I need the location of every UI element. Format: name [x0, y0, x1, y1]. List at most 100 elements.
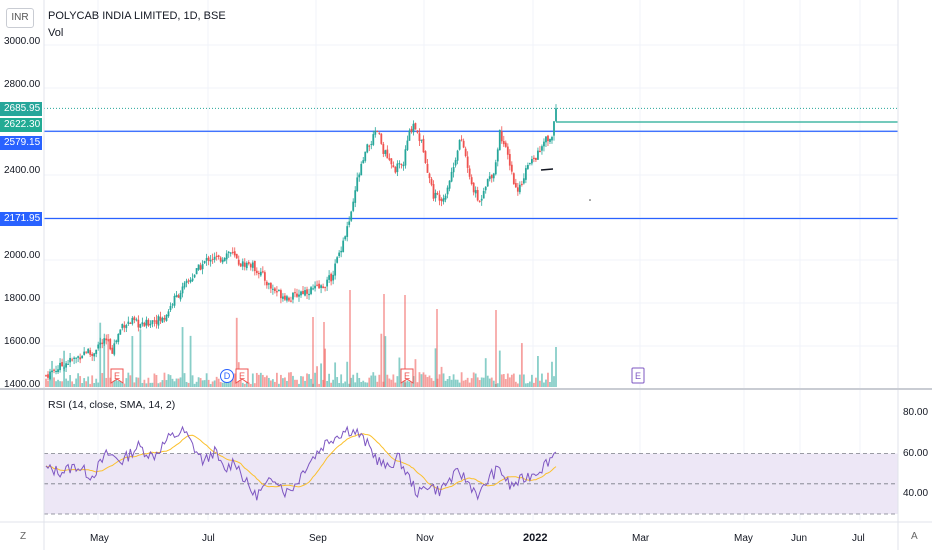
candle-body[interactable] — [163, 317, 166, 320]
candle-body[interactable] — [103, 338, 106, 344]
candle-body[interactable] — [468, 168, 471, 177]
candle-body[interactable] — [55, 370, 57, 372]
candle-body[interactable] — [241, 261, 244, 267]
candle-body[interactable] — [225, 253, 228, 260]
candle-body[interactable] — [478, 200, 481, 202]
candle-body[interactable] — [123, 325, 126, 328]
candle-body[interactable] — [288, 297, 290, 301]
candle-body[interactable] — [486, 179, 489, 187]
candle-body[interactable] — [352, 201, 355, 211]
currency-button[interactable]: INR — [6, 8, 34, 28]
candle-body[interactable] — [492, 173, 495, 179]
candle-body[interactable] — [205, 258, 208, 261]
candle-body[interactable] — [83, 351, 86, 355]
candle-body[interactable] — [159, 316, 162, 321]
candle-body[interactable] — [326, 279, 329, 287]
candle-body[interactable] — [47, 374, 49, 378]
candle-body[interactable] — [143, 323, 146, 327]
candle-body[interactable] — [284, 295, 286, 300]
candle-body[interactable] — [320, 285, 322, 288]
candle-body[interactable] — [151, 320, 154, 324]
candle-body[interactable] — [71, 359, 74, 361]
volume-legend[interactable]: Vol — [48, 27, 64, 39]
candle-body[interactable] — [273, 288, 276, 292]
candle-body[interactable] — [498, 129, 501, 151]
candle-body[interactable] — [412, 123, 415, 133]
candle-body[interactable] — [528, 162, 531, 164]
candle-body[interactable] — [177, 295, 180, 298]
candle-body[interactable] — [167, 311, 170, 317]
candle-body[interactable] — [95, 349, 98, 354]
candle-body[interactable] — [111, 347, 114, 354]
candle-body[interactable] — [113, 343, 116, 355]
candle-body[interactable] — [344, 236, 347, 240]
candle-body[interactable] — [251, 262, 254, 268]
candle-body[interactable] — [229, 252, 232, 254]
candle-body[interactable] — [93, 353, 96, 357]
candle-body[interactable] — [261, 271, 264, 273]
candle-body[interactable] — [45, 375, 47, 377]
candle-body[interactable] — [233, 251, 236, 256]
candle-body[interactable] — [422, 138, 425, 153]
candle-body[interactable] — [294, 292, 296, 294]
symbol-title[interactable]: POLYCAB INDIA LIMITED, 1D, BSE — [48, 10, 226, 22]
candle-body[interactable] — [488, 176, 491, 180]
candle-body[interactable] — [322, 286, 324, 289]
candle-body[interactable] — [115, 340, 118, 343]
candle-body[interactable] — [133, 317, 136, 321]
candle-body[interactable] — [129, 322, 132, 324]
candle-body[interactable] — [193, 274, 196, 278]
candle-body[interactable] — [223, 257, 226, 262]
candle-body[interactable] — [276, 291, 278, 293]
candle-body[interactable] — [255, 270, 258, 273]
candle-body[interactable] — [402, 164, 405, 167]
candle-body[interactable] — [185, 280, 188, 284]
candle-body[interactable] — [370, 144, 373, 146]
candle-body[interactable] — [59, 362, 61, 371]
candle-body[interactable] — [171, 304, 174, 306]
candle-body[interactable] — [350, 211, 353, 221]
candle-body[interactable] — [265, 281, 268, 286]
candle-body[interactable] — [312, 288, 314, 290]
candle-body[interactable] — [394, 166, 397, 173]
candle-body[interactable] — [314, 285, 316, 289]
candle-body[interactable] — [444, 195, 447, 200]
candle-body[interactable] — [183, 282, 186, 288]
candle-body[interactable] — [418, 133, 421, 141]
candle-body[interactable] — [53, 369, 55, 371]
candle-body[interactable] — [434, 192, 437, 199]
candle-body[interactable] — [306, 289, 308, 294]
candle-body[interactable] — [105, 338, 108, 341]
candle-body[interactable] — [153, 320, 156, 322]
candle-body[interactable] — [462, 140, 465, 148]
candle-body[interactable] — [253, 260, 256, 272]
candle-body[interactable] — [400, 163, 403, 165]
candle-body[interactable] — [362, 160, 365, 164]
candle-body[interactable] — [141, 322, 144, 325]
candle-body[interactable] — [454, 160, 457, 166]
candle-body[interactable] — [127, 321, 130, 324]
candle-body[interactable] — [456, 150, 459, 161]
rsi-pane[interactable] — [44, 425, 898, 515]
candle-body[interactable] — [292, 292, 294, 300]
candle-body[interactable] — [382, 143, 385, 154]
candle-body[interactable] — [67, 363, 69, 365]
candle-body[interactable] — [97, 344, 100, 349]
rsi-sma-line[interactable] — [45, 433, 557, 491]
candle-body[interactable] — [209, 259, 212, 262]
candle-body[interactable] — [109, 339, 112, 350]
candle-body[interactable] — [107, 339, 110, 341]
candle-body[interactable] — [535, 157, 537, 161]
candle-body[interactable] — [310, 287, 312, 294]
candle-body[interactable] — [81, 355, 84, 359]
candle-body[interactable] — [472, 182, 475, 193]
candlestick-series[interactable] — [45, 104, 557, 381]
candle-body[interactable] — [195, 268, 198, 275]
candle-body[interactable] — [235, 253, 238, 259]
candle-body[interactable] — [155, 320, 158, 324]
candle-body[interactable] — [368, 145, 371, 147]
candle-body[interactable] — [217, 255, 220, 258]
candle-body[interactable] — [161, 317, 164, 323]
